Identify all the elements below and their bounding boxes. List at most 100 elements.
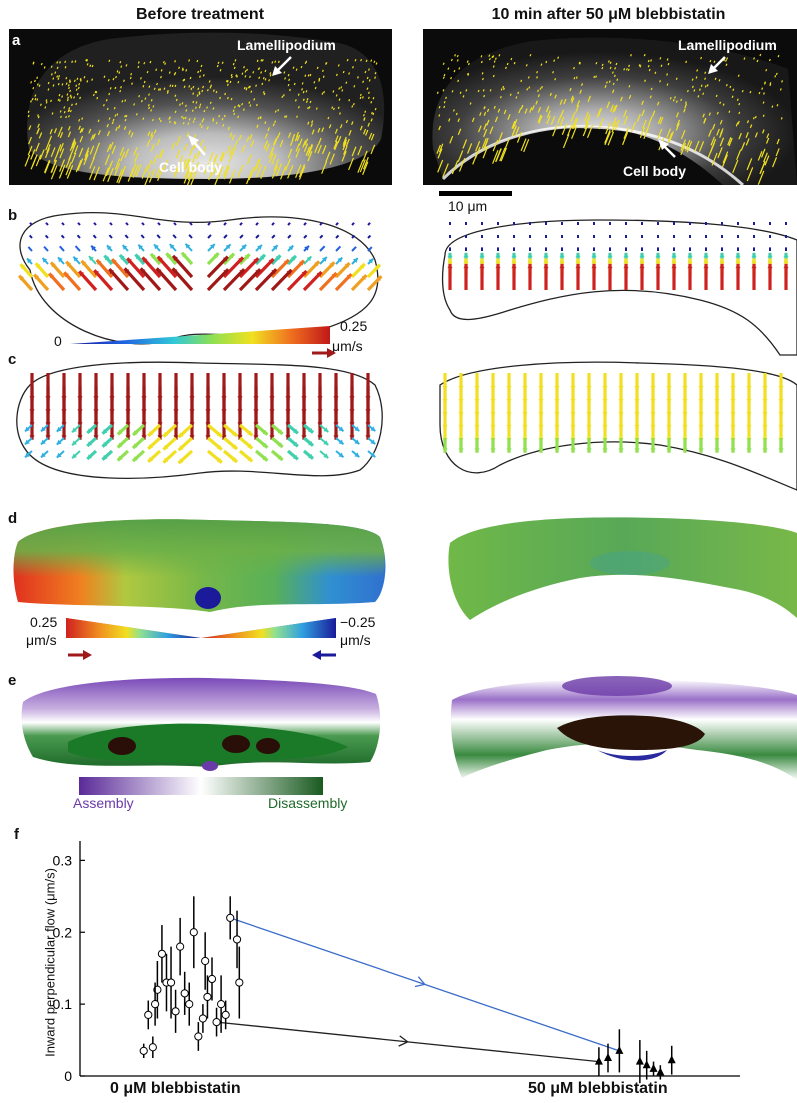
velocity-arrowhead xyxy=(703,263,709,269)
flow-vector xyxy=(442,163,449,178)
flow-vector xyxy=(630,121,637,132)
flow-vector xyxy=(749,124,753,129)
flow-vector xyxy=(152,154,158,165)
flow-vector xyxy=(208,167,215,181)
flow-vector xyxy=(609,61,612,64)
flow-vector xyxy=(242,108,245,111)
flow-vector xyxy=(743,57,746,60)
flow-vector xyxy=(691,85,694,89)
flow-vector xyxy=(717,147,723,159)
flow-vector xyxy=(215,90,218,94)
velocity-arrowhead xyxy=(178,445,184,451)
flow-vector xyxy=(65,76,68,80)
flow-vector xyxy=(623,109,628,118)
flow-vector xyxy=(467,62,470,66)
flow-vector xyxy=(223,114,226,118)
flow-vector xyxy=(702,113,705,118)
flow-vector xyxy=(447,67,450,70)
flow-vector xyxy=(148,168,156,183)
flow-vector xyxy=(73,96,76,99)
velocity-arrowhead xyxy=(225,244,231,250)
flow-vector xyxy=(359,96,362,100)
flow-vector xyxy=(89,64,92,67)
velocity-arrowhead xyxy=(304,245,309,251)
velocity-vector xyxy=(156,234,161,239)
flow-vector xyxy=(46,144,51,154)
flow-vector xyxy=(121,100,124,103)
flow-vector xyxy=(309,73,312,77)
velocity-vector xyxy=(140,234,145,239)
flow-vector xyxy=(112,77,115,81)
velocity-arrowhead xyxy=(650,448,656,453)
flow-vector xyxy=(612,82,615,86)
x-category-1: 50 μM blebbistatin xyxy=(528,1080,668,1097)
flow-vector xyxy=(698,88,701,91)
flow-vector xyxy=(507,113,511,120)
flow-vector xyxy=(777,54,780,58)
flow-vector xyxy=(465,89,468,92)
flow-vector xyxy=(529,107,533,113)
flow-vector xyxy=(78,125,81,130)
flow-vector xyxy=(502,85,505,89)
velocity-arrowhead xyxy=(671,263,677,269)
flow-vector xyxy=(337,136,342,144)
flow-vector xyxy=(512,125,517,135)
flow-vector xyxy=(209,101,212,105)
flow-vector xyxy=(445,96,447,100)
flow-vector xyxy=(255,158,261,171)
velocity-arrowhead xyxy=(292,454,298,460)
velocity-arrowhead xyxy=(247,456,253,462)
flow-vector xyxy=(103,75,106,78)
flow-vector xyxy=(700,56,703,60)
flow-vector xyxy=(53,151,59,162)
flow-vector xyxy=(493,105,496,109)
flow-vector xyxy=(246,68,248,72)
flow-vector xyxy=(442,62,445,65)
flow-vector xyxy=(76,77,79,81)
flow-vector xyxy=(477,89,480,93)
flow-vector xyxy=(60,115,62,119)
flow-vector xyxy=(79,79,82,82)
flow-vector xyxy=(765,68,768,72)
flow-vector xyxy=(160,75,162,79)
flow-vector xyxy=(559,116,565,127)
flow-vector xyxy=(706,84,709,87)
flow-vector xyxy=(182,117,185,120)
velocity-arrowhead xyxy=(479,263,485,269)
flow-vector xyxy=(202,85,205,89)
flow-vector xyxy=(243,66,245,69)
velocity-arrowhead xyxy=(292,428,298,434)
flow-vector xyxy=(360,58,363,62)
flow-vector xyxy=(352,66,354,69)
flow-vector xyxy=(604,131,611,146)
flow-vector xyxy=(495,148,502,163)
velocity-arrowhead xyxy=(511,258,517,263)
flow-vector xyxy=(223,163,230,177)
flow-vector xyxy=(210,84,213,87)
flow-vector xyxy=(691,78,694,81)
flow-vector xyxy=(238,134,242,141)
cell-body-label-right: Cell body xyxy=(623,163,687,179)
micrograph-before-image xyxy=(24,32,385,185)
flow-vector xyxy=(114,114,117,117)
velocity-vector xyxy=(141,222,145,226)
flow-vector xyxy=(156,138,161,146)
flow-vector xyxy=(587,95,591,103)
flow-vector xyxy=(672,99,675,102)
flow-vector xyxy=(261,82,264,86)
flow-vector xyxy=(697,95,700,98)
flow-vector xyxy=(248,101,251,104)
velocity-arrowhead xyxy=(119,254,125,260)
flow-scale-arrow-right xyxy=(68,650,92,660)
flow-vector xyxy=(364,110,367,113)
flow-vector xyxy=(234,140,238,148)
flow-vector xyxy=(107,167,114,182)
flow-vector xyxy=(206,88,209,92)
flow-vector xyxy=(725,83,728,87)
velocity-arrowhead xyxy=(623,263,629,269)
flow-vector xyxy=(595,61,598,65)
flow-vector xyxy=(494,116,499,123)
velocity-vector xyxy=(155,267,178,292)
flow-vector xyxy=(92,133,96,140)
flow-vector xyxy=(328,124,332,129)
